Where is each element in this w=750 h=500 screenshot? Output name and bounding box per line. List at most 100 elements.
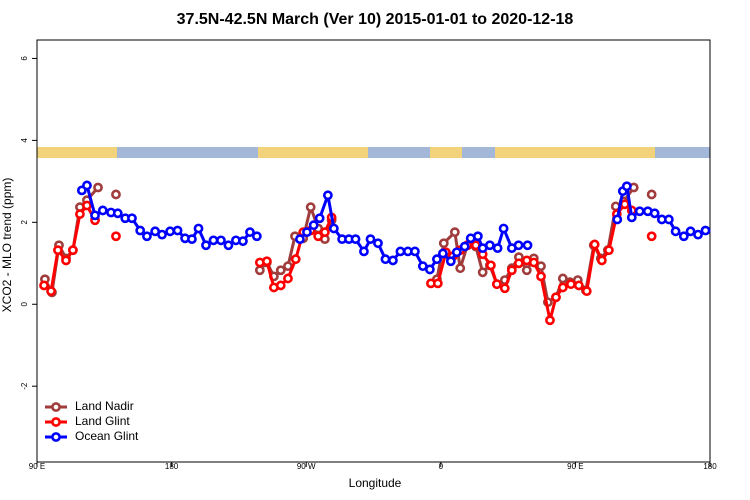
- series-point: [314, 213, 325, 224]
- series-point: [302, 227, 312, 238]
- series-point: [67, 245, 78, 256]
- series-point: [528, 257, 539, 268]
- series-point: [111, 231, 121, 242]
- x-axis-label: Longitude: [349, 476, 402, 490]
- series-point: [621, 181, 632, 192]
- series-point: [612, 214, 623, 225]
- series-point: [308, 220, 319, 231]
- y-tick-label: 2: [20, 220, 29, 225]
- series-point: [275, 265, 286, 276]
- series-point: [112, 208, 123, 219]
- series-point: [295, 234, 305, 245]
- x-tick-label: 180: [165, 462, 179, 471]
- series-point: [445, 256, 456, 267]
- series-point: [506, 265, 517, 276]
- series-point: [477, 267, 488, 278]
- map-strip: [37, 147, 710, 158]
- series-point: [581, 286, 592, 297]
- series-point: [693, 229, 703, 240]
- series-point: [254, 265, 265, 276]
- series-point: [127, 213, 137, 224]
- series-point: [193, 223, 204, 234]
- series-point: [432, 254, 442, 265]
- series-point: [388, 255, 398, 266]
- y-tick-label: 6: [20, 56, 29, 61]
- series-point: [410, 246, 420, 257]
- series-point: [472, 231, 483, 242]
- series-point: [359, 246, 369, 257]
- series-point: [319, 227, 330, 238]
- series-point: [545, 315, 555, 326]
- series-point: [39, 280, 49, 291]
- series-point: [424, 264, 435, 275]
- series-point: [53, 245, 63, 256]
- series-point: [455, 263, 466, 274]
- series-point: [216, 235, 226, 246]
- series-point: [165, 226, 176, 237]
- series-point: [187, 234, 197, 245]
- x-tick-label: 0: [439, 462, 444, 471]
- series-point: [82, 180, 92, 191]
- x-tick-label: 180: [703, 462, 717, 471]
- series-point: [491, 279, 502, 290]
- series-point: [670, 226, 681, 237]
- series-point: [646, 189, 657, 200]
- series-point: [82, 200, 92, 211]
- series-point: [604, 245, 614, 256]
- chart-title: 37.5N-42.5N March (Ver 10) 2015-01-01 to…: [177, 11, 574, 28]
- series-point: [90, 210, 100, 221]
- series-point: [484, 240, 495, 251]
- x-tick-label: 90 E: [567, 462, 583, 471]
- series-point: [283, 273, 293, 284]
- series-point: [313, 231, 324, 242]
- x-tick-label: 90 W: [297, 462, 316, 471]
- series-point: [685, 226, 696, 237]
- series-point: [245, 227, 255, 238]
- series-point: [521, 265, 532, 276]
- y-axis-label: XCO2 - MLO trend (ppm): [0, 178, 14, 313]
- series-point: [97, 205, 108, 216]
- series-point: [663, 214, 674, 225]
- series-point: [438, 238, 449, 249]
- series-point: [261, 256, 272, 267]
- x-tick-label: 90 E: [29, 462, 45, 471]
- series-point: [350, 234, 361, 245]
- series-point: [46, 286, 56, 297]
- series-point: [142, 231, 152, 242]
- legend-label: Ocean Glint: [75, 429, 139, 443]
- series-point: [551, 292, 561, 303]
- legend-marker: [51, 417, 61, 427]
- series-point: [513, 240, 524, 251]
- series-point: [486, 260, 496, 271]
- series-point: [305, 202, 316, 213]
- series-point: [432, 278, 443, 289]
- legend-marker: [51, 432, 61, 442]
- series-point: [499, 283, 510, 294]
- legend-marker: [51, 402, 61, 412]
- series-point: [275, 280, 286, 291]
- legend-label: Land Nadir: [75, 399, 134, 413]
- series-point: [61, 255, 71, 266]
- series-point: [557, 282, 568, 293]
- series-point: [395, 246, 406, 257]
- series-point: [93, 182, 103, 193]
- series-point: [596, 255, 607, 266]
- series-point: [365, 234, 376, 245]
- series-point: [573, 280, 584, 291]
- series-point: [380, 254, 391, 265]
- series-point: [251, 231, 262, 242]
- series-point: [589, 239, 600, 250]
- series-point: [649, 208, 660, 219]
- y-tick-label: -2: [20, 382, 29, 390]
- series-point: [172, 225, 183, 236]
- series-point: [513, 258, 524, 269]
- y-tick-label: 0: [20, 301, 29, 306]
- series-point: [111, 189, 121, 200]
- series-point: [223, 240, 234, 251]
- series-point: [373, 238, 383, 249]
- series-point: [437, 248, 448, 259]
- series-point: [157, 229, 167, 240]
- series-point: [700, 225, 711, 236]
- series-point: [328, 223, 339, 234]
